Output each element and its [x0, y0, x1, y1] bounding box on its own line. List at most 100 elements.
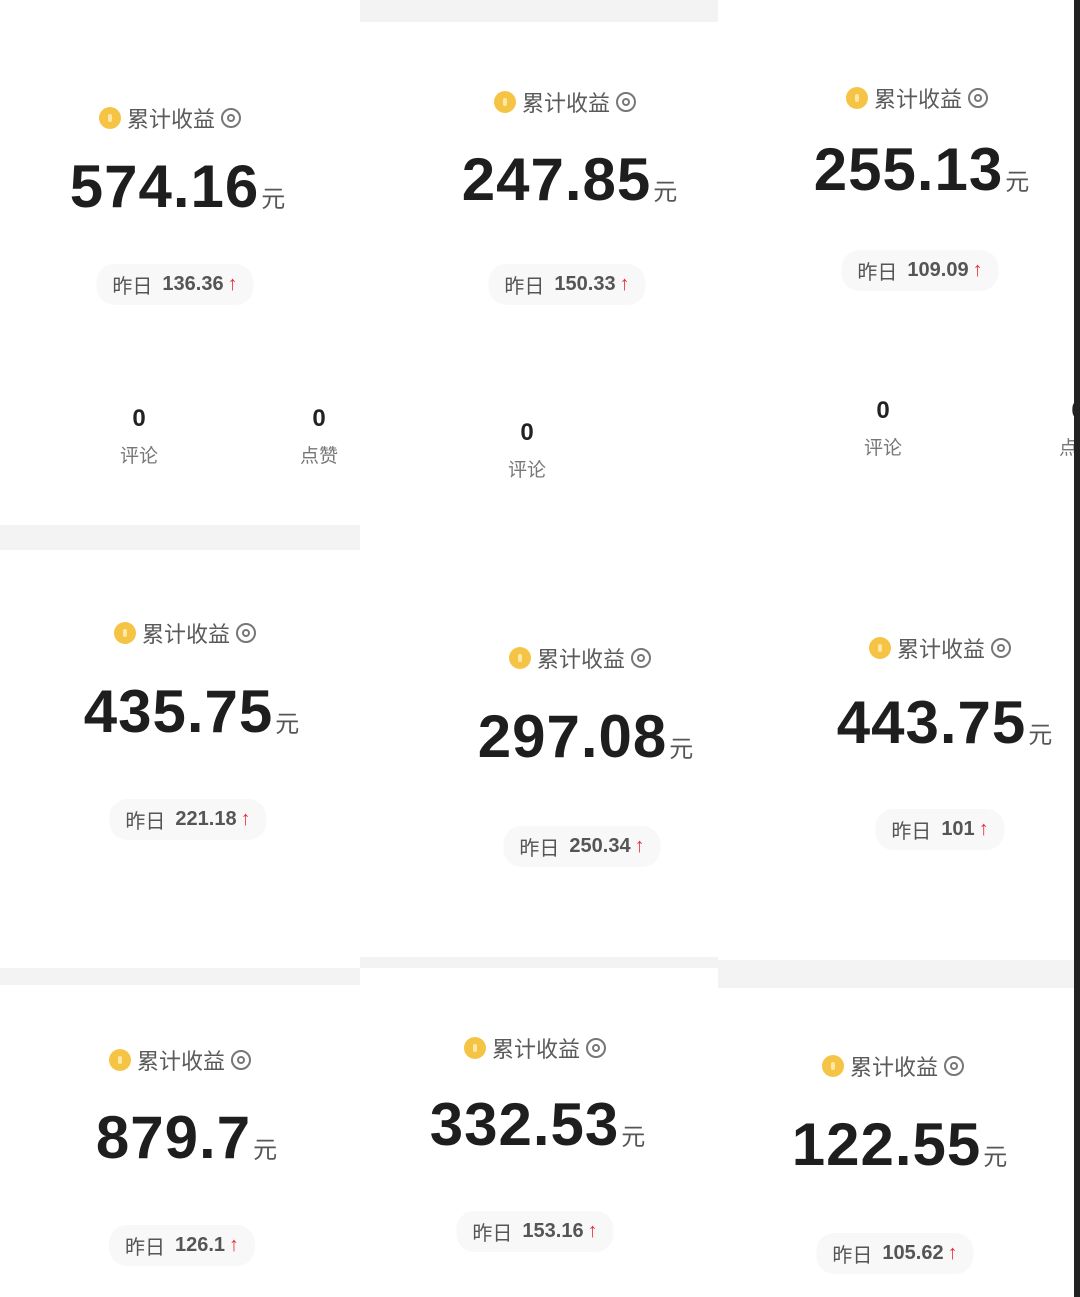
stat-comments[interactable]: 0 评论 — [864, 397, 902, 460]
eye-icon[interactable] — [944, 1056, 965, 1076]
earnings-card: 累计收益 122.55元 昨日 105.62 ↑ — [718, 988, 1074, 1297]
yesterday-earnings: 昨日 136.36 ↑ — [96, 264, 254, 305]
stat-value: 0 — [520, 419, 534, 446]
label-text: 累计收益 — [873, 87, 963, 112]
amount-value: 255.13 — [813, 136, 1004, 203]
currency-unit: 元 — [621, 1124, 647, 1151]
currency-unit: 元 — [653, 179, 679, 206]
eye-icon[interactable] — [631, 648, 652, 668]
arrow-up-icon: ↑ — [634, 835, 645, 857]
yesterday-earnings: 昨日 250.34 ↑ — [503, 826, 661, 867]
eye-icon[interactable] — [236, 623, 257, 643]
total-earnings-label[interactable]: 累计收益 — [98, 102, 242, 134]
total-earnings-amount: 574.16元 — [70, 152, 287, 221]
arrow-up-icon: ↑ — [978, 818, 989, 840]
label-text: 累计收益 — [896, 637, 986, 662]
total-earnings-amount: 435.75元 — [84, 677, 301, 746]
yesterday-value: 109.09 — [907, 259, 969, 281]
stat-label: 点赞 — [1058, 438, 1074, 459]
total-earnings-label[interactable]: 累计收益 — [845, 82, 989, 114]
stat-likes[interactable]: 0 点赞 — [300, 405, 338, 468]
total-earnings-amount: 443.75元 — [837, 688, 1054, 757]
coin-icon — [113, 622, 136, 644]
stat-comments[interactable]: 0 评论 — [120, 405, 158, 468]
stat-label: 评论 — [863, 438, 903, 459]
amount-value: 122.55 — [791, 1111, 982, 1178]
coin-icon — [821, 1055, 844, 1077]
stat-comments[interactable]: 0 评论 — [508, 419, 546, 482]
yesterday-value: 126.1 — [174, 1234, 226, 1256]
coin-icon — [508, 647, 531, 669]
total-earnings-label[interactable]: 累计收益 — [493, 86, 637, 118]
earnings-card: 累计收益 247.85元 昨日 150.33 ↑ 0 评论 — [360, 22, 718, 522]
total-earnings-label[interactable]: 累计收益 — [113, 617, 257, 649]
stat-likes[interactable]: 0 点赞 — [1059, 397, 1074, 460]
label-text: 累计收益 — [136, 1049, 226, 1074]
total-earnings-label[interactable]: 累计收益 — [108, 1044, 252, 1076]
coin-icon — [98, 107, 121, 129]
earnings-card: 累计收益 443.75元 昨日 101 ↑ — [718, 568, 1074, 960]
yesterday-label: 昨日 — [857, 262, 898, 284]
arrow-up-icon: ↑ — [240, 808, 251, 830]
eye-icon[interactable] — [221, 108, 242, 128]
earnings-card: 累计收益 574.16元 昨日 136.36 ↑ 0 评论 0 点赞 — [0, 0, 360, 525]
coin-icon — [463, 1037, 486, 1059]
yesterday-value: 101 — [941, 818, 975, 840]
yesterday-value: 105.62 — [882, 1242, 944, 1264]
label-text: 累计收益 — [849, 1055, 939, 1080]
amount-value: 297.08 — [477, 703, 668, 770]
total-earnings-label[interactable]: 累计收益 — [508, 642, 652, 674]
currency-unit: 元 — [669, 736, 695, 763]
eye-icon[interactable] — [586, 1038, 607, 1058]
stat-value: 0 — [1059, 397, 1074, 425]
amount-value: 247.85 — [461, 146, 652, 213]
currency-unit: 元 — [275, 711, 301, 738]
eye-icon[interactable] — [231, 1050, 252, 1070]
eye-icon[interactable] — [616, 92, 637, 112]
arrow-up-icon: ↑ — [227, 273, 238, 295]
label-text: 累计收益 — [141, 622, 231, 647]
earnings-card: 累计收益 255.13元 昨日 109.09 ↑ 0 评论 0 点赞 — [718, 0, 1074, 568]
total-earnings-amount: 879.7元 — [96, 1103, 278, 1172]
coin-icon — [845, 87, 868, 109]
total-earnings-amount: 122.55元 — [792, 1110, 1009, 1179]
label-text: 累计收益 — [126, 107, 216, 132]
earnings-card: 累计收益 435.75元 昨日 221.18 ↑ — [0, 550, 360, 968]
stat-label: 点赞 — [299, 446, 339, 467]
yesterday-label: 昨日 — [472, 1223, 513, 1245]
total-earnings-amount: 247.85元 — [462, 145, 679, 214]
label-text: 累计收益 — [536, 647, 626, 672]
total-earnings-amount: 255.13元 — [814, 135, 1031, 204]
yesterday-earnings: 昨日 126.1 ↑ — [108, 1225, 256, 1266]
screen-edge — [1074, 0, 1080, 1297]
yesterday-label: 昨日 — [124, 1237, 165, 1259]
arrow-up-icon: ↑ — [947, 1242, 958, 1264]
yesterday-earnings: 昨日 150.33 ↑ — [488, 264, 646, 305]
total-earnings-label[interactable]: 累计收益 — [821, 1050, 965, 1082]
stat-value: 0 — [876, 397, 890, 424]
coin-icon — [493, 91, 516, 113]
currency-unit: 元 — [1028, 722, 1054, 749]
stat-label: 评论 — [507, 460, 547, 481]
yesterday-label: 昨日 — [112, 276, 153, 298]
arrow-up-icon: ↑ — [229, 1234, 240, 1256]
total-earnings-label[interactable]: 累计收益 — [463, 1032, 607, 1064]
yesterday-value: 136.36 — [162, 273, 224, 295]
label-text: 累计收益 — [521, 91, 611, 116]
eye-icon[interactable] — [991, 638, 1012, 658]
earnings-card: 累计收益 332.53元 昨日 153.16 ↑ — [360, 968, 718, 1297]
amount-value: 443.75 — [836, 689, 1027, 756]
total-earnings-label[interactable]: 累计收益 — [868, 632, 1012, 664]
currency-unit: 元 — [983, 1144, 1009, 1171]
yesterday-value: 150.33 — [554, 273, 616, 295]
coin-icon — [868, 637, 891, 659]
eye-icon[interactable] — [968, 88, 989, 108]
yesterday-earnings: 昨日 105.62 ↑ — [816, 1233, 974, 1274]
yesterday-label: 昨日 — [832, 1245, 873, 1267]
earnings-card: 累计收益 879.7元 昨日 126.1 ↑ — [0, 985, 360, 1297]
amount-value: 879.7 — [95, 1104, 252, 1171]
arrow-up-icon: ↑ — [587, 1220, 598, 1242]
stat-value: 0 — [312, 405, 326, 432]
stat-label: 评论 — [119, 446, 159, 467]
amount-value: 435.75 — [83, 678, 274, 745]
